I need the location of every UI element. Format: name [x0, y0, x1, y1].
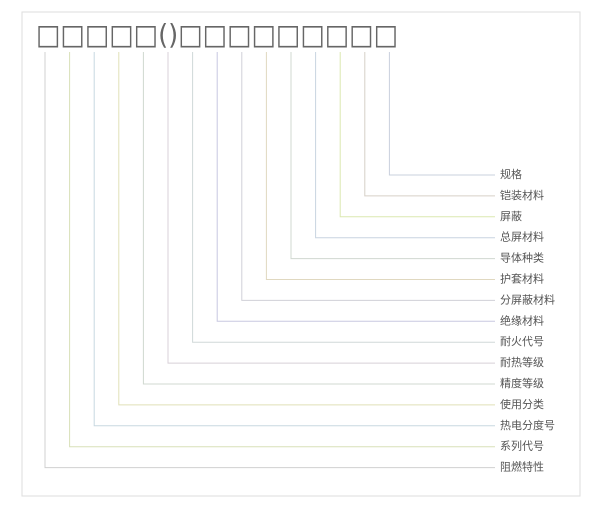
leader-line	[315, 52, 495, 239]
code-pattern: □□□□□()□□□□□□□□□	[36, 18, 398, 51]
field-label: 屏蔽	[500, 210, 522, 223]
frame	[21, 11, 581, 497]
leader-line	[241, 52, 495, 301]
field-label: 分屏蔽材料	[500, 292, 555, 306]
field-label: 精度等级	[500, 376, 544, 390]
leader-line	[216, 52, 495, 322]
field-label: 耐火代号	[500, 335, 544, 348]
leader-line	[44, 52, 495, 469]
leader-line	[167, 52, 495, 364]
leader-line	[364, 52, 495, 197]
field-label: 系列代号	[500, 439, 544, 453]
field-label: 耐热等级	[500, 355, 544, 369]
field-label: 规格	[500, 167, 522, 181]
field-label: 铠装材料	[500, 188, 544, 202]
field-label: 绝缘材料	[500, 313, 544, 327]
field-label: 使用分类	[500, 397, 544, 411]
leader-line	[339, 52, 495, 218]
leader-line	[388, 52, 495, 176]
leader-line	[118, 52, 495, 406]
leader-line	[142, 52, 495, 385]
leader-line	[93, 52, 495, 427]
leader-line	[290, 52, 495, 260]
field-label: 阻燃特性	[500, 460, 544, 474]
field-label: 导体种类	[500, 251, 544, 265]
field-label: 护套材料	[500, 272, 544, 286]
leader-line	[192, 52, 495, 343]
field-label: 总屏材料	[500, 230, 544, 244]
leader-line	[265, 52, 495, 280]
field-label: 热电分度号	[500, 418, 555, 432]
leader-line	[69, 52, 495, 448]
